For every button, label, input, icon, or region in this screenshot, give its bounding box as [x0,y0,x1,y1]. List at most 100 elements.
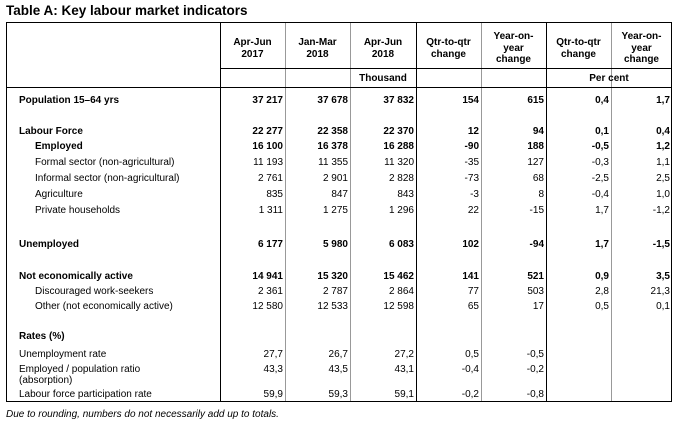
table-cell: 14 941 [252,271,283,282]
column-divider [220,23,221,401]
table-cell: -35 [464,157,479,168]
table-cell: -2,5 [591,173,609,184]
row-label: Private households [35,205,121,216]
table-cell: -0,3 [591,157,609,168]
row-label: Agriculture [35,189,83,200]
table-cell: 102 [462,239,479,250]
column-divider [546,23,547,401]
table-cell: 15 462 [383,271,414,282]
table-cell: 154 [462,95,479,106]
col-header-qtr-change-percent: Qtr-to-qtr change [556,37,601,60]
table-cell: -0,5 [591,141,609,152]
table-cell: 59,3 [328,389,348,400]
labour-indicators-table: Apr-Jun 2017 Jan-Mar 2018 Apr-Jun 2018 Qtr-… [6,22,672,402]
table-cell: -0,4 [461,364,479,375]
row-label: (absorption) [19,375,73,386]
column-divider [285,23,286,401]
table-cell: 15 320 [317,271,348,282]
table-cell: 22 358 [317,126,348,137]
table-cell: 1 275 [322,205,348,216]
table-cell: 37 678 [317,95,348,106]
table-cell: 0,4 [656,126,670,137]
table-cell: -1,2 [652,205,670,216]
table-cell: -73 [464,173,479,184]
table-cell: 21,3 [650,286,670,297]
row-label: Rates (%) [19,331,65,342]
table-cell: 17 [532,301,544,312]
table-cell: 1,0 [656,189,670,200]
table-cell: 16 378 [317,141,348,152]
table-cell: 37 832 [383,95,414,106]
row-label: Population 15–64 yrs [19,95,120,106]
table-cell: 521 [527,271,544,282]
column-divider [611,23,612,401]
table-cell: -94 [529,239,544,250]
table-cell: 77 [467,286,479,297]
table-cell: 1,1 [656,157,670,168]
row-label: Formal sector (non-agricultural) [35,157,175,168]
table-cell: 11 320 [384,157,414,168]
table-cell: 1 296 [388,205,414,216]
table-cell: -15 [529,205,544,216]
table-cell: 0,4 [595,95,609,106]
table-cell: 22 [467,205,479,216]
col-header-apr-jun-2017: Apr-Jun 2017 [233,37,272,60]
col-header-jan-mar-2018: Jan-Mar 2018 [298,37,337,60]
row-label: Labour Force [19,126,83,137]
table-cell: 11 193 [253,157,283,168]
table-cell: 2,5 [656,173,670,184]
row-label: Informal sector (non-agricultural) [35,173,180,184]
table-cell: -90 [464,141,479,152]
col-header-year-change-thousand: Year-on-year change [493,31,534,65]
table-cell: 127 [527,157,544,168]
table-cell: 188 [527,141,544,152]
table-cell: 27,2 [394,349,414,360]
col-header-apr-jun-2018: Apr-Jun 2018 [363,37,403,60]
table-cell: 22 370 [383,126,414,137]
row-label: Employed / population ratio [19,364,141,375]
header-rule [7,87,671,88]
table-cell: 141 [462,271,479,282]
row-label: Employed [35,141,83,152]
table-cell: 5 980 [322,239,348,250]
table-cell: 12 [467,126,479,137]
table-cell: 6 177 [257,239,283,250]
table-cell: 843 [397,189,414,200]
table-cell: 59,9 [263,389,283,400]
unit-label-percent: Per cent [589,73,629,84]
table-cell: 11 355 [318,157,348,168]
table-cell: 65 [467,301,479,312]
table-cell: 2 787 [322,286,348,297]
table-cell: 26,7 [328,349,348,360]
row-label: Not economically active [19,271,133,282]
table-cell: -0,2 [526,364,544,375]
table-cell: 22 277 [252,126,283,137]
table-cell: 0,1 [595,126,609,137]
header-rule [220,68,672,69]
row-label: Other (not economically active) [35,301,173,312]
table-cell: 27,7 [263,349,283,360]
table-cell: -0,2 [461,389,479,400]
table-cell: -0,5 [526,349,544,360]
unit-label-thousand: Thousand [359,73,407,84]
table-cell: 37 217 [252,95,283,106]
footnote: Due to rounding, numbers do not necessar… [6,409,279,420]
table-cell: -1,5 [652,239,670,250]
table-cell: 1,7 [595,205,609,216]
table-cell: 3,5 [656,271,670,282]
table-cell: 0,9 [595,271,609,282]
table-cell: 2 761 [257,173,283,184]
table-cell: 59,1 [394,389,414,400]
table-cell: 2 864 [388,286,414,297]
table-cell: 1,7 [656,95,670,106]
table-cell: 16 288 [383,141,414,152]
table-cell: 835 [266,189,283,200]
table-cell: 2 901 [322,173,348,184]
table-cell: 43,5 [328,364,348,375]
column-divider [350,23,351,401]
table-cell: 2,8 [595,286,609,297]
table-cell: 94 [532,126,544,137]
table-cell: 43,3 [263,364,283,375]
row-label: Unemployment rate [19,349,107,360]
